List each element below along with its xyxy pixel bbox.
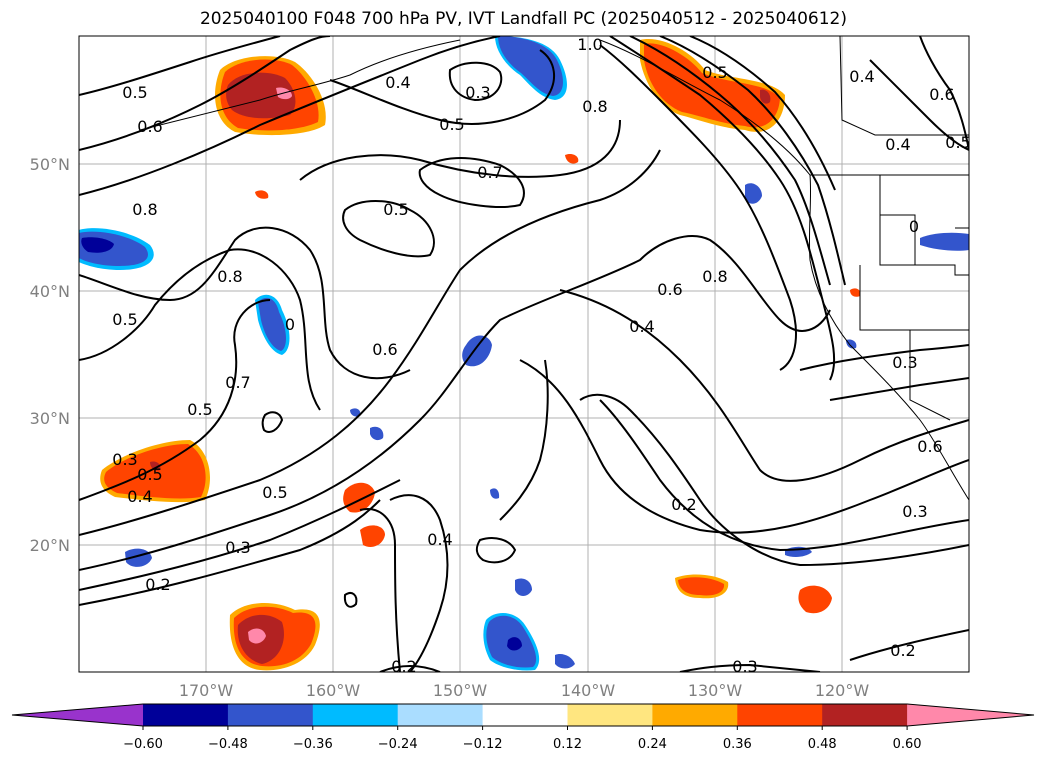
colorbar-segment <box>652 704 738 726</box>
contour-label: 0.7 <box>477 163 502 182</box>
lat-tick-label: 20°N <box>30 536 70 555</box>
contour-label: 0.6 <box>137 117 162 136</box>
contour-label: 0.5 <box>439 115 464 134</box>
gridlines <box>79 36 969 672</box>
contour-label: 0.2 <box>890 641 915 660</box>
colorbar-label: 0.60 <box>893 737 922 752</box>
contour-label: 0.5 <box>187 400 212 419</box>
colorbar-extend-low <box>12 704 143 726</box>
contour-label: 0.2 <box>671 495 696 514</box>
contour-label: 0.8 <box>582 97 607 116</box>
contour-label: 0.5 <box>945 133 970 152</box>
lat-tick-label: 30°N <box>30 409 70 428</box>
lat-tick-label: 50°N <box>30 155 70 174</box>
contour-label: 0.4 <box>427 530 452 549</box>
contour-label: 0.3 <box>112 450 137 469</box>
colorbar-segment <box>482 704 568 726</box>
contour-label: 0.3 <box>732 657 757 676</box>
contour-label: 0.5 <box>702 63 727 82</box>
contour-label: 0.3 <box>902 502 927 521</box>
colorbar-label: −0.60 <box>123 737 163 752</box>
contour-label: 0.4 <box>885 135 910 154</box>
contour-label: 0.7 <box>225 373 250 392</box>
colorbar: −0.60 −0.48 −0.36 −0.24 −0.12 0.12 0.24 0.36 0.4… <box>11 703 1035 752</box>
contour-label: 0.8 <box>702 267 727 286</box>
contour-label: 0.5 <box>137 465 162 484</box>
colorbar-label: 0.24 <box>638 737 667 752</box>
contour-label: 0.8 <box>217 267 242 286</box>
contour-label: 0 <box>909 217 919 236</box>
contour-label: 0 <box>285 315 295 334</box>
contour-label: 0.5 <box>383 200 408 219</box>
colorbar-label: −0.12 <box>463 737 503 752</box>
contour-label: 0.4 <box>849 67 874 86</box>
colorbar-label: −0.24 <box>378 737 418 752</box>
contour-label: 0.8 <box>132 200 157 219</box>
contour-label: 0.2 <box>145 575 170 594</box>
latitude-ticks: 50°N 40°N 30°N 20°N <box>30 155 70 555</box>
colorbar-segment <box>822 704 908 726</box>
contour-label: 0.4 <box>629 317 654 336</box>
lon-tick-label: 170°W <box>179 681 234 700</box>
map-title: 2025040100 F048 700 hPa PV, IVT Landfall… <box>199 9 847 29</box>
contour-label: 0.3 <box>465 83 490 102</box>
colorbar-label: −0.48 <box>208 737 248 752</box>
pv-contours <box>79 36 969 672</box>
coastlines <box>139 36 969 501</box>
lat-tick-label: 40°N <box>30 282 70 301</box>
contour-label: 0.2 <box>391 657 416 676</box>
colorbar-label: 0.48 <box>808 737 837 752</box>
contour-label: 0.3 <box>892 353 917 372</box>
colorbar-label: 0.12 <box>553 737 582 752</box>
colorbar-segment <box>227 704 314 726</box>
colorbar-label: 0.36 <box>723 737 752 752</box>
longitude-ticks: 170°W 160°W 150°W 140°W 130°W 120°W <box>179 681 870 700</box>
colorbar-segment <box>143 704 229 726</box>
lon-tick-label: 120°W <box>815 681 870 700</box>
lon-tick-label: 150°W <box>433 681 488 700</box>
lon-tick-label: 160°W <box>306 681 361 700</box>
contour-label: 0.6 <box>657 280 682 299</box>
contour-label: 0.3 <box>225 538 250 557</box>
contour-label: 0.4 <box>127 487 152 506</box>
colorbar-extend-high <box>907 704 1034 726</box>
contour-labels: 0.5 0.6 0.8 0.5 0.4 0.3 0.5 0.7 0.5 1.0 … <box>112 35 970 676</box>
map-frame <box>78 35 970 673</box>
lon-tick-label: 130°W <box>688 681 743 700</box>
contour-label: 0.5 <box>262 483 287 502</box>
contour-label: 0.6 <box>372 340 397 359</box>
positive-shading <box>100 39 861 671</box>
colorbar-label: −0.36 <box>293 737 333 752</box>
contour-label: 0.6 <box>917 437 942 456</box>
lon-tick-label: 140°W <box>561 681 616 700</box>
contour-label: 1.0 <box>577 35 602 54</box>
colorbar-segment <box>567 704 653 726</box>
colorbar-segment <box>737 704 823 726</box>
contour-label: 0.5 <box>122 83 147 102</box>
contour-label: 0.6 <box>929 85 954 104</box>
colorbar-segment <box>397 704 484 726</box>
negative-shading <box>79 36 969 671</box>
contour-label: 0.5 <box>112 310 137 329</box>
colorbar-segment <box>312 704 399 726</box>
contour-label: 0.4 <box>385 73 410 92</box>
